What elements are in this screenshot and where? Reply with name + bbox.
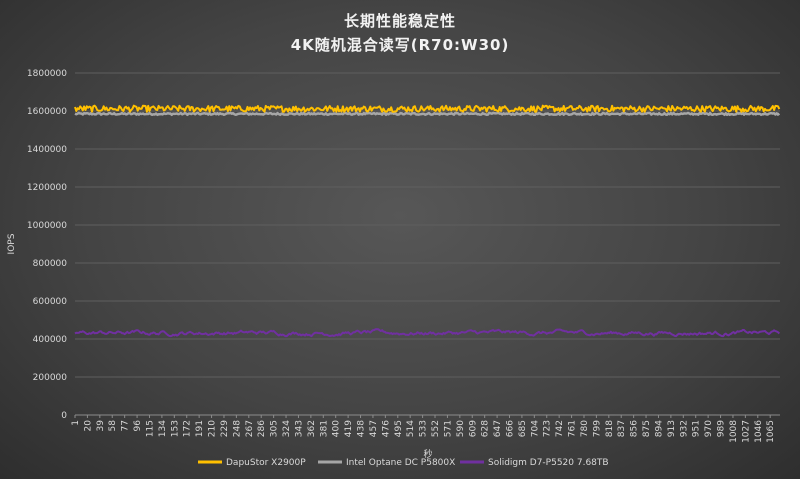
- x-tick-label: 780: [580, 420, 590, 437]
- x-tick-label: 267: [245, 420, 255, 437]
- x-axis-ticks: 1 20 39 58 77 96 115 134 153 172 191 210 229 248 267 28…: [71, 415, 776, 443]
- x-tick-label: 799: [592, 420, 602, 437]
- x-tick-label: 20: [83, 420, 93, 432]
- x-tick-label: 514: [406, 420, 416, 437]
- x-tick-label: 685: [518, 420, 528, 437]
- chart-subtitle: 4K随机混合读写(R70:W30): [290, 36, 510, 54]
- x-tick-label: 1027: [741, 420, 751, 443]
- y-tick-label: 800000: [33, 259, 68, 269]
- x-tick-label: 723: [543, 420, 553, 437]
- x-axis-label: 秒: [423, 448, 432, 460]
- x-tick-label: 970: [704, 420, 714, 437]
- x-tick-label: 476: [381, 420, 391, 437]
- x-tick-label: 742: [555, 420, 565, 437]
- x-tick-label: 248: [232, 420, 242, 437]
- x-tick-label: 362: [307, 420, 317, 437]
- x-tick-label: 438: [357, 420, 367, 437]
- x-tick-label: 590: [456, 420, 466, 437]
- x-tick-label: 191: [195, 420, 205, 437]
- x-tick-label: 210: [208, 420, 218, 437]
- x-tick-label: 818: [605, 420, 615, 437]
- y-tick-label: 200000: [33, 373, 68, 383]
- x-tick-label: 77: [121, 420, 131, 431]
- x-tick-label: 286: [257, 420, 267, 437]
- y-tick-label: 1000000: [27, 221, 67, 231]
- x-tick-label: 609: [468, 420, 478, 437]
- x-tick-label: 39: [96, 420, 106, 432]
- x-tick-label: 58: [108, 420, 118, 432]
- series-line: [74, 104, 781, 113]
- x-tick-label: 419: [344, 420, 354, 437]
- legend-label: DapuStor X2900P: [226, 458, 306, 468]
- x-tick-label: 1065: [766, 420, 776, 443]
- x-tick-label: 761: [568, 420, 578, 437]
- y-tick-label: 1800000: [27, 69, 67, 79]
- x-tick-label: 894: [654, 420, 664, 437]
- gridlines: [75, 72, 780, 416]
- x-tick-label: 837: [617, 420, 627, 437]
- y-tick-label: 1400000: [27, 145, 67, 155]
- x-tick-label: 305: [270, 420, 280, 437]
- y-tick-label: 1200000: [27, 183, 67, 193]
- y-axis-ticks: 0 200000 400000 600000 800000 1000000 1200000 1…: [27, 69, 67, 421]
- x-tick-label: 495: [394, 420, 404, 437]
- x-tick-label: 153: [170, 420, 180, 437]
- x-tick-label: 571: [443, 420, 453, 437]
- x-tick-label: 913: [667, 420, 677, 437]
- series-line: [74, 328, 781, 338]
- x-tick-label: 533: [419, 420, 429, 437]
- chart-title: 长期性能稳定性: [343, 12, 456, 30]
- x-tick-label: 172: [183, 420, 193, 437]
- x-tick-label: 96: [133, 420, 143, 432]
- series-lines: [74, 104, 781, 338]
- y-tick-label: 0: [61, 411, 67, 421]
- x-tick-label: 1046: [754, 420, 764, 443]
- x-tick-label: 704: [530, 420, 540, 437]
- legend-label: Intel Optane DC P5800X: [346, 458, 455, 468]
- x-tick-label: 552: [431, 420, 441, 437]
- series-line: [74, 111, 781, 117]
- x-tick-label: 400: [332, 420, 342, 437]
- y-tick-label: 400000: [33, 335, 68, 345]
- x-tick-label: 115: [145, 420, 155, 437]
- y-axis-label: IOPS: [7, 233, 17, 254]
- x-tick-label: 647: [493, 420, 503, 437]
- x-tick-label: 1008: [729, 420, 739, 443]
- x-tick-label: 989: [717, 420, 727, 437]
- x-tick-label: 134: [158, 420, 168, 437]
- x-tick-label: 628: [481, 420, 491, 437]
- x-tick-label: 381: [319, 420, 329, 437]
- x-tick-label: 856: [630, 420, 640, 437]
- x-tick-label: 457: [369, 420, 379, 437]
- x-tick-label: 666: [505, 420, 515, 437]
- x-tick-label: 324: [282, 420, 292, 437]
- x-tick-label: 229: [220, 420, 230, 437]
- x-tick-label: 932: [679, 420, 689, 437]
- x-tick-label: 343: [294, 420, 304, 437]
- y-tick-label: 600000: [33, 297, 68, 307]
- x-tick-label: 1: [71, 420, 81, 426]
- y-tick-label: 1600000: [27, 107, 67, 117]
- legend: DapuStor X2900P Intel Optane DC P5800X Sol…: [198, 458, 609, 468]
- legend-label: Solidigm D7-P5520 7.68TB: [488, 458, 609, 468]
- x-tick-label: 951: [692, 420, 702, 437]
- x-tick-label: 875: [642, 420, 652, 437]
